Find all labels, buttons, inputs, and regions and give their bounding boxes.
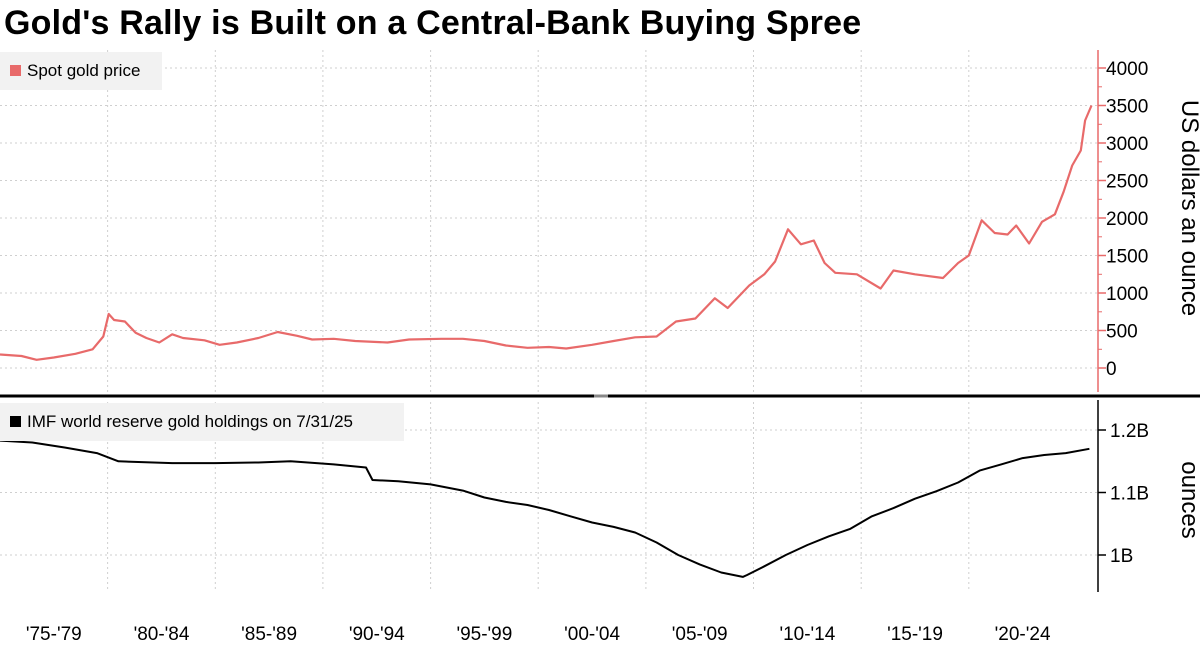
legend-imf-holdings: IMF world reserve gold holdings on 7/31/… (0, 403, 404, 441)
legend-box (0, 52, 162, 90)
y-tick-label: 3500 (1106, 97, 1148, 118)
x-tick-label: '05-'09 (672, 624, 728, 645)
x-tick-label: '20-'24 (995, 624, 1051, 645)
y-tick-label: 500 (1106, 322, 1138, 343)
x-tick-label: '10-'14 (779, 624, 835, 645)
x-tick-label: '95-'99 (456, 624, 512, 645)
y-tick-label: 1000 (1106, 284, 1148, 305)
panel-divider (0, 394, 1200, 398)
legends: Spot gold price IMF world reserve gold ho… (0, 52, 404, 441)
y-axis-title-holdings: ounces (1176, 461, 1200, 538)
series-layer (0, 105, 1093, 578)
y-tick-label: 1.1B (1110, 484, 1149, 505)
y-tick-label: 3000 (1106, 134, 1148, 155)
y-tick-label: 2500 (1106, 172, 1148, 193)
y-tick-label: 1B (1110, 546, 1133, 567)
chart-title: Gold's Rally is Built on a Central-Bank … (4, 4, 862, 42)
y-axes: 0 500 1000 1500 2000 2500 3000 3500 4000 1B 1.1B 1.… (1097, 50, 1200, 592)
panel-resize-grip (594, 394, 608, 398)
y-tick-label: 1500 (1106, 247, 1148, 268)
series-line-imf-holdings (0, 439, 1090, 578)
x-tick-label: '75-'79 (26, 624, 82, 645)
x-tick-label: '15-'19 (887, 624, 943, 645)
series-line-spot-gold-price (0, 105, 1093, 361)
x-axis-tick-labels: '75-'79 '80-'84 '85-'89 '90-'94 '95-'99 '00-'… (26, 624, 1051, 645)
y-tick-label: 2000 (1106, 209, 1148, 230)
gridlines (0, 50, 1098, 590)
legend-box (0, 403, 404, 441)
x-tick-label: '85-'89 (241, 624, 297, 645)
legend-swatch (10, 416, 21, 427)
x-tick-label: '90-'94 (349, 624, 405, 645)
y-tick-label: 0 (1106, 359, 1117, 380)
y-axis-title-price: US dollars an ounce (1176, 100, 1200, 316)
y-tick-label: 1.2B (1110, 421, 1149, 442)
legend-label: Spot gold price (27, 61, 140, 80)
x-tick-label: '80-'84 (134, 624, 190, 645)
x-tick-label: '00-'04 (564, 624, 620, 645)
legend-spot-gold-price: Spot gold price (0, 52, 162, 90)
y-tick-label: 4000 (1106, 59, 1148, 80)
legend-label: IMF world reserve gold holdings on 7/31/… (27, 412, 353, 431)
legend-swatch (10, 65, 21, 76)
